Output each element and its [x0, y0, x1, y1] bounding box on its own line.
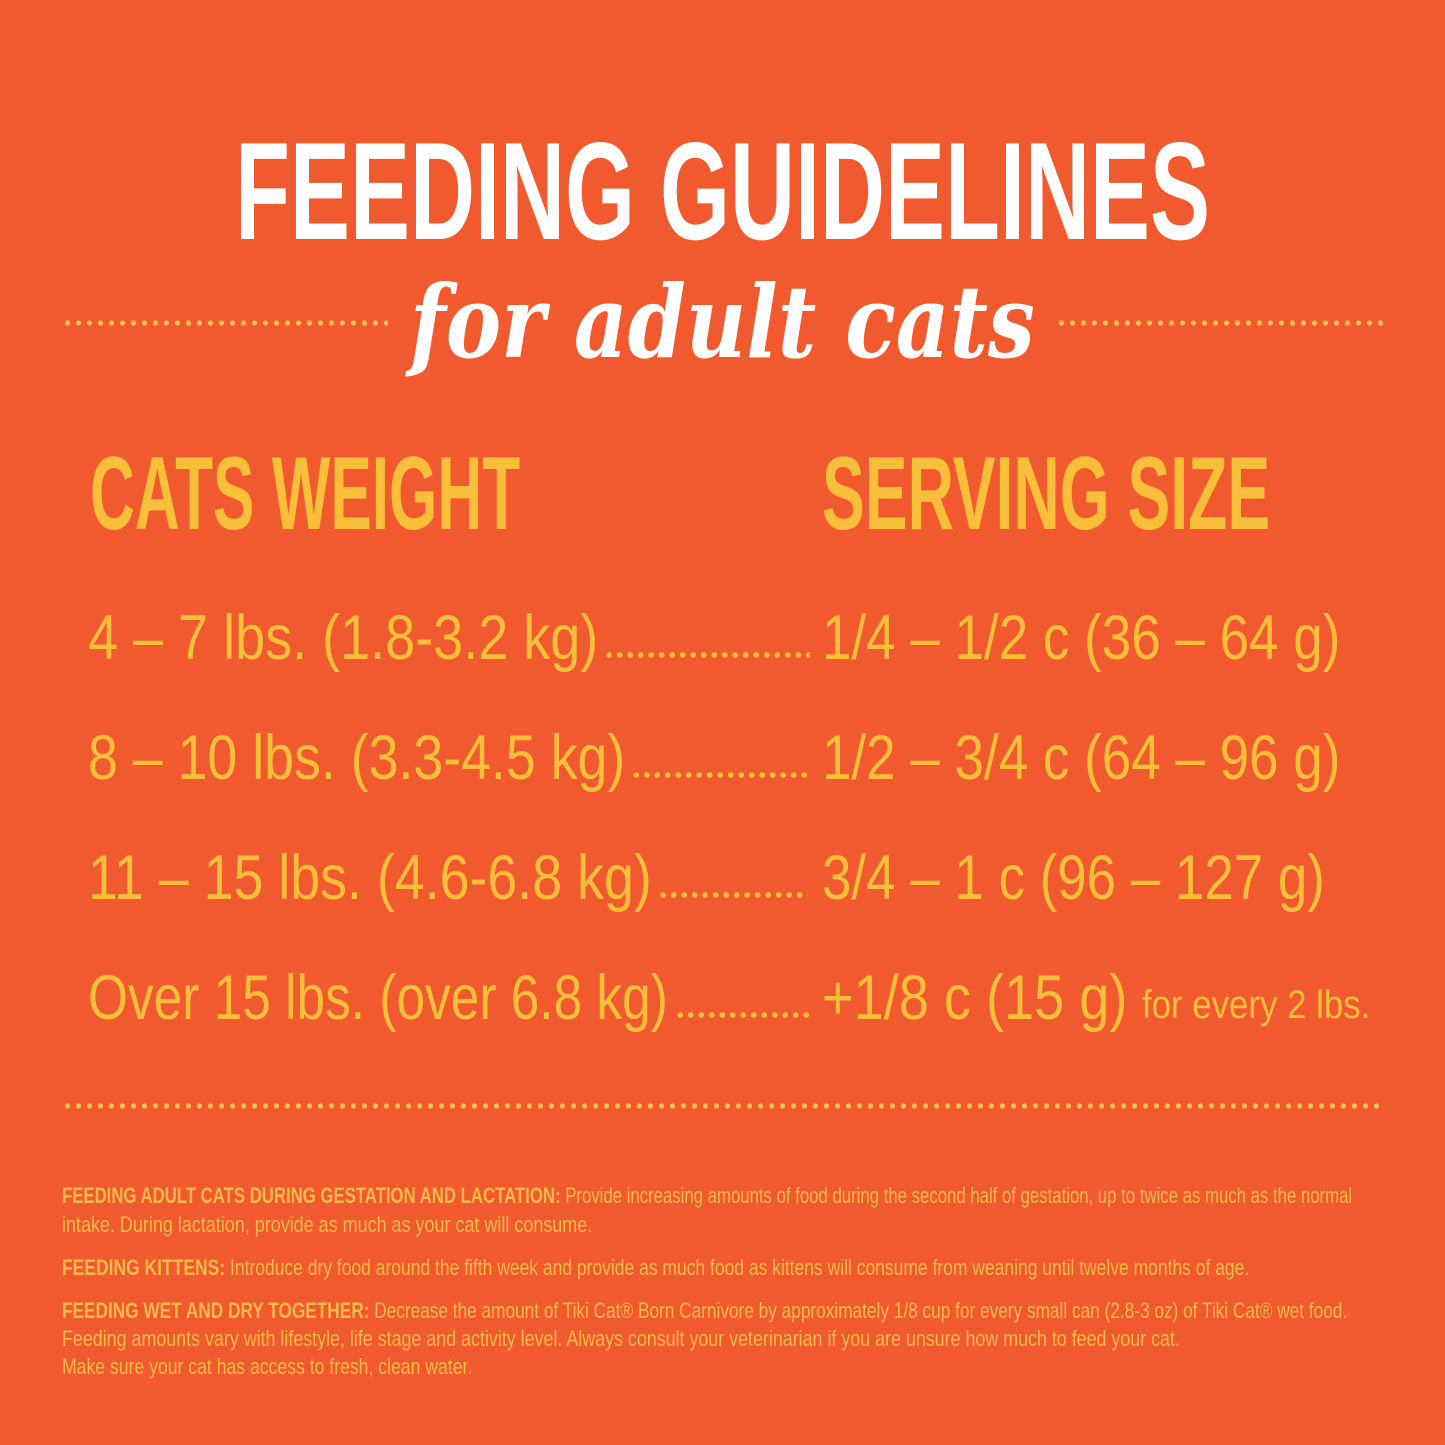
weight-cell: 8 – 10 lbs. (3.3-4.5 kg)	[88, 723, 626, 793]
note-label: FEEDING ADULT CATS DURING GESTATION AND …	[62, 1183, 561, 1208]
serving-cell: 3/4 – 1 c (96 – 127 g)	[822, 843, 1325, 913]
dot-leader	[658, 892, 808, 898]
dotted-divider	[62, 320, 388, 326]
note-line: FEEDING ADULT CATS DURING GESTATION AND …	[62, 1185, 1352, 1207]
note-label: FEEDING WET AND DRY TOGETHER:	[62, 1298, 370, 1323]
note-text: Provide increasing amounts of food durin…	[565, 1183, 1353, 1208]
dotted-divider	[1056, 320, 1384, 326]
serving-note: for every 2 lbs.	[1142, 983, 1371, 1027]
serving-cell: +1/8 c (15 g)	[822, 963, 1128, 1033]
note-label: FEEDING KITTENS:	[62, 1255, 226, 1280]
page-title: FEEDING GUIDELINES	[235, 114, 1210, 269]
note-line: intake. During lactation, provide as muc…	[62, 1212, 593, 1237]
subtitle: for adult cats	[410, 263, 1035, 381]
column-header-weight: CATS WEIGHT	[90, 436, 521, 552]
column-header-serving: SERVING SIZE	[822, 436, 1271, 552]
dot-leader	[631, 772, 809, 778]
weight-cell: Over 15 lbs. (over 6.8 kg)	[88, 963, 668, 1033]
dotted-divider	[62, 1103, 1384, 1109]
serving-cell: 1/2 – 3/4 c (64 – 96 g)	[822, 723, 1341, 793]
note-text: Decrease the amount of Tiki Cat® Born Ca…	[374, 1298, 1348, 1323]
serving-cell: 1/4 – 1/2 c (36 – 64 g)	[822, 603, 1341, 673]
dot-leader	[604, 652, 810, 658]
note-text: Introduce dry food around the fifth week…	[230, 1255, 1250, 1280]
weight-cell: 4 – 7 lbs. (1.8-3.2 kg)	[88, 603, 599, 673]
note-line: FEEDING KITTENS: Introduce dry food arou…	[62, 1257, 1249, 1279]
dot-leader	[675, 1012, 813, 1018]
note-line: FEEDING WET AND DRY TOGETHER: Decrease t…	[62, 1300, 1347, 1322]
note-line: Feeding amounts vary with lifestyle, lif…	[62, 1326, 1180, 1351]
weight-cell: 11 – 15 lbs. (4.6-6.8 kg)	[88, 843, 652, 913]
note-line: Make sure your cat has access to fresh, …	[62, 1354, 473, 1379]
